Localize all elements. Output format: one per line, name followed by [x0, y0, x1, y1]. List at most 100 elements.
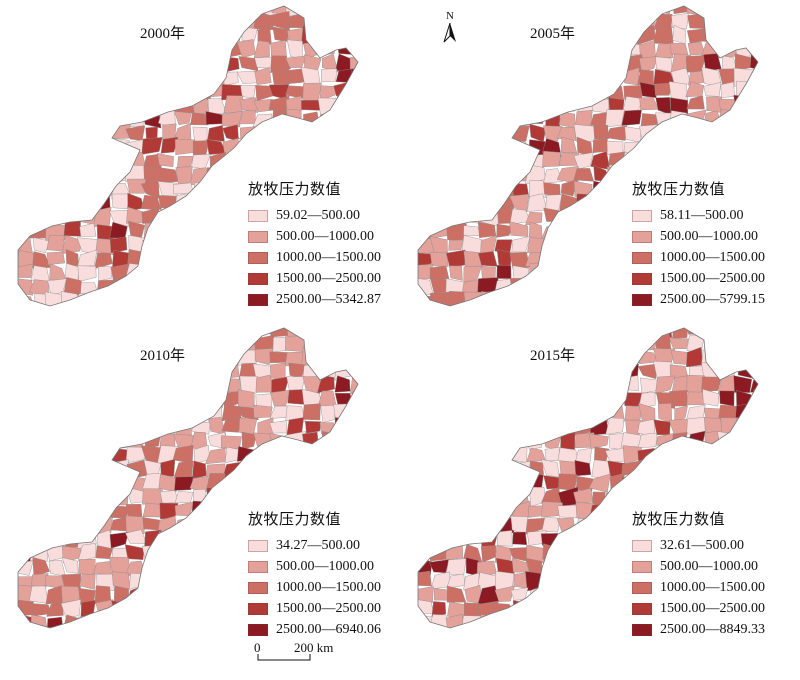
- county-polygon: [769, 445, 786, 462]
- county-polygon: [97, 487, 113, 507]
- county-polygon: [349, 417, 358, 436]
- county-polygon: [252, 113, 272, 129]
- county-polygon: [418, 57, 435, 70]
- county-polygon: [141, 602, 162, 616]
- county-polygon: [402, 265, 416, 282]
- county-polygon: [126, 40, 147, 57]
- county-polygon: [418, 337, 419, 350]
- county-polygon: [431, 601, 446, 618]
- county-polygon: [349, 334, 358, 351]
- county-polygon: [321, 431, 339, 451]
- map-panel-2005: 2005年 放牧压力数值 58.11—500.00 500.00—1000.00…: [400, 0, 800, 320]
- county-polygon: [494, 585, 515, 602]
- county-polygon: [431, 95, 451, 112]
- county-polygon: [463, 304, 481, 306]
- county-polygon: [508, 627, 529, 628]
- county-polygon: [766, 520, 786, 534]
- county-polygon: [605, 6, 626, 13]
- county-polygon: [222, 573, 243, 590]
- county-polygon: [350, 6, 358, 17]
- county-polygon: [608, 151, 627, 166]
- legend-item: 1500.00—2500.00: [632, 268, 765, 289]
- county-polygon: [18, 52, 33, 72]
- county-polygon: [49, 41, 64, 60]
- county-polygon: [173, 460, 194, 479]
- county-polygon: [495, 11, 513, 31]
- county-polygon: [717, 150, 737, 171]
- county-polygon: [477, 487, 498, 507]
- county-polygon: [509, 252, 530, 269]
- county-polygon: [590, 334, 611, 351]
- county-polygon: [157, 629, 178, 642]
- county-polygon: [30, 138, 50, 157]
- county-polygon: [206, 602, 226, 619]
- county-polygon: [350, 432, 358, 449]
- county-polygon: [28, 81, 51, 98]
- county-polygon: [639, 333, 658, 351]
- county-polygon: [622, 11, 643, 30]
- county-polygon: [605, 277, 625, 292]
- county-polygon: [0, 0, 18, 16]
- region-boundary: [417, 5, 759, 307]
- county-polygon: [221, 111, 243, 128]
- county-polygon: [720, 489, 738, 503]
- county-polygon: [625, 335, 641, 352]
- county-polygon: [205, 347, 226, 367]
- county-polygon: [304, 125, 323, 143]
- county-polygon: [370, 375, 387, 390]
- county-polygon: [81, 109, 99, 129]
- county-polygon: [18, 13, 19, 30]
- county-polygon: [447, 627, 467, 628]
- county-polygon: [463, 472, 481, 490]
- county-polygon: [205, 211, 227, 225]
- county-polygon: [591, 6, 610, 17]
- county-polygon: [0, 515, 15, 533]
- county-polygon: [28, 446, 52, 462]
- county-polygon: [46, 25, 65, 43]
- county-polygon: [418, 151, 433, 171]
- county-polygon: [204, 221, 227, 240]
- county-polygon: [110, 137, 131, 157]
- county-polygon: [429, 179, 451, 199]
- county-polygon: [319, 29, 336, 43]
- county-polygon: [734, 459, 755, 479]
- county-polygon: [526, 99, 546, 111]
- county-polygon: [478, 349, 499, 367]
- county-polygon: [144, 560, 162, 576]
- county-polygon: [400, 447, 414, 465]
- county-polygon: [494, 97, 515, 115]
- county-polygon: [608, 235, 626, 254]
- county-polygon: [607, 305, 626, 306]
- county-polygon: [173, 571, 194, 590]
- county-polygon: [205, 54, 228, 73]
- county-polygon: [350, 25, 358, 43]
- county-polygon: [175, 629, 193, 642]
- county-polygon: [192, 194, 210, 210]
- county-polygon: [591, 516, 608, 534]
- county-polygon: [111, 328, 129, 336]
- county-polygon: [61, 631, 80, 642]
- county-polygon: [110, 475, 129, 494]
- county-polygon: [61, 84, 81, 102]
- legend-label: 2500.00—5799.15: [660, 291, 765, 307]
- county-polygon: [63, 430, 81, 448]
- county-polygon: [174, 599, 194, 615]
- county-polygon: [205, 338, 223, 352]
- county-polygon: [79, 209, 96, 225]
- county-polygon: [80, 362, 95, 380]
- county-polygon: [156, 153, 174, 168]
- county-polygon: [418, 377, 434, 395]
- county-polygon: [542, 236, 558, 256]
- county-polygon: [556, 517, 576, 535]
- county-polygon: [158, 542, 177, 561]
- county-polygon: [32, 70, 50, 86]
- county-polygon: [418, 502, 419, 521]
- county-polygon: [257, 6, 275, 17]
- map-panel-2010: 2010年 放牧压力数值 34.27—500.00 500.00—1000.00…: [0, 322, 400, 642]
- county-polygon: [766, 212, 786, 223]
- county-polygon: [770, 418, 784, 435]
- county-polygon: [18, 39, 35, 58]
- county-polygon: [18, 488, 34, 506]
- county-polygon: [717, 476, 739, 492]
- county-polygon: [81, 179, 98, 198]
